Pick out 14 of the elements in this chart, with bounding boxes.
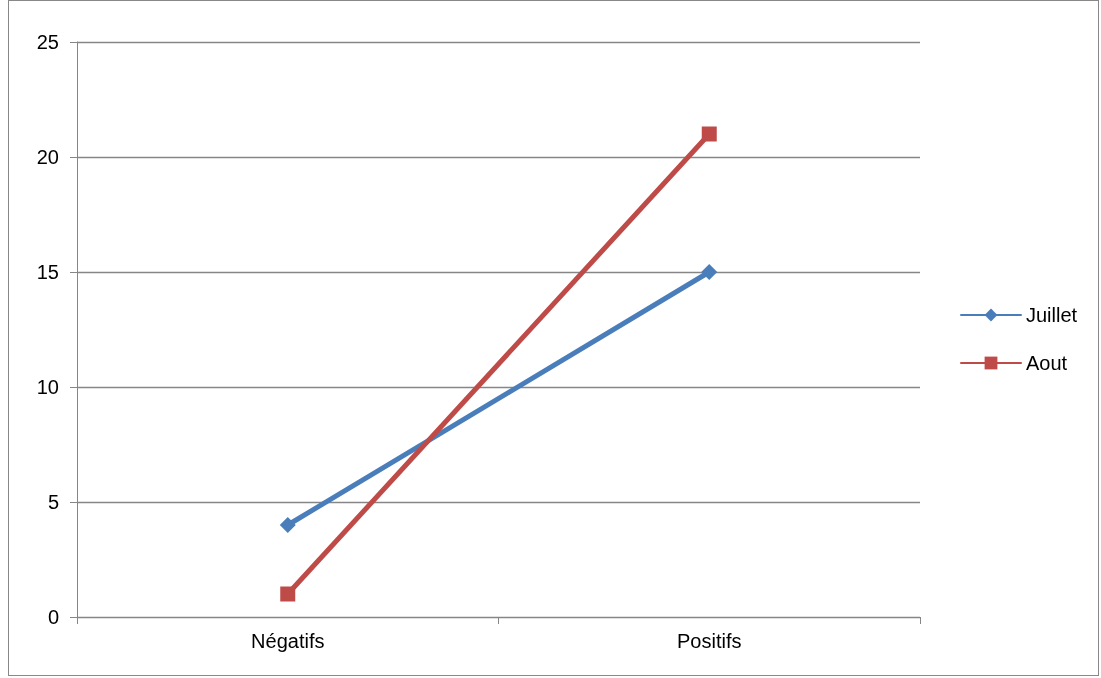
y-tick-label: 0 bbox=[47, 606, 59, 628]
y-tick-label: 20 bbox=[36, 146, 59, 168]
legend-label: Juillet bbox=[1026, 304, 1078, 326]
point bbox=[701, 126, 717, 142]
x-tick-label: Positifs bbox=[677, 630, 742, 652]
y-tick-label: 25 bbox=[36, 31, 59, 53]
y-tick-label: 10 bbox=[36, 376, 59, 398]
point bbox=[280, 586, 296, 602]
legend-label: Aout bbox=[1026, 352, 1068, 374]
y-tick-label: 15 bbox=[36, 261, 59, 283]
point bbox=[279, 517, 296, 533]
y-tick-label: 5 bbox=[47, 491, 59, 513]
point bbox=[701, 264, 718, 280]
x-tick-label: Négatifs bbox=[251, 630, 325, 652]
